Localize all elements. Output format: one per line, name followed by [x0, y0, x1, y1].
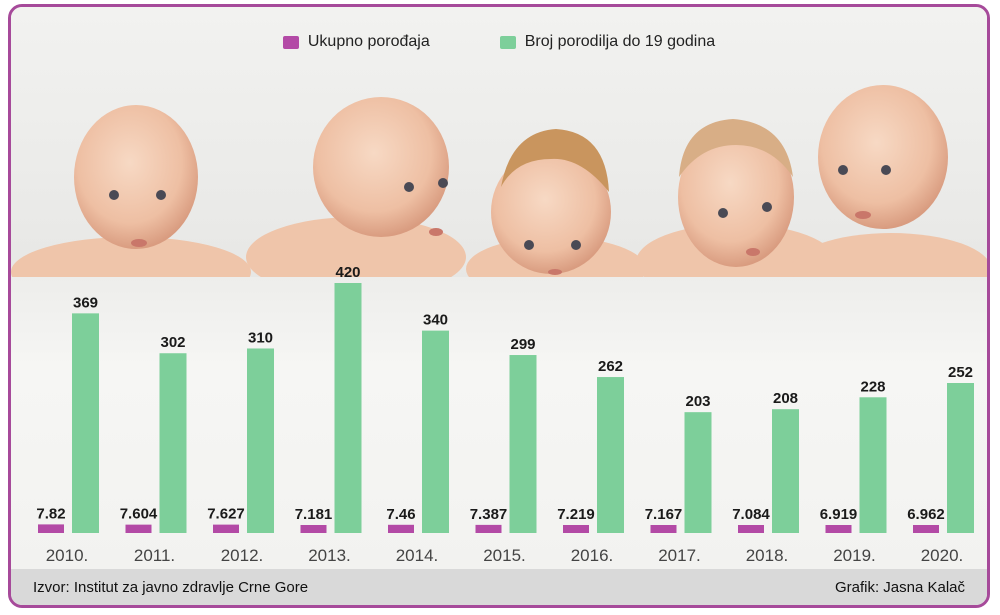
bar-series1-6 [563, 525, 589, 533]
bar-series2-8 [772, 409, 799, 533]
value-label-series1-9: 6.919 [820, 506, 858, 523]
bar-series2-7 [684, 412, 712, 533]
bar-series1-10 [913, 525, 939, 533]
category-label-2: 2012. [221, 546, 264, 565]
legend-swatch-series2 [499, 35, 516, 49]
bar-series2-0 [72, 313, 99, 533]
category-label-5: 2015. [483, 546, 526, 565]
legend-swatch-series1 [282, 35, 299, 49]
value-label-series2-3: 420 [335, 264, 360, 281]
bar-series1-9 [825, 525, 852, 533]
value-label-series1-3: 7.181 [295, 506, 333, 523]
value-label-series2-10: 252 [948, 364, 973, 381]
chart-frame: Ukupno porođaja Broj porodilja do 19 god… [8, 4, 990, 608]
value-label-series1-4: 7.46 [386, 506, 415, 523]
category-label-6: 2016. [571, 546, 614, 565]
bar-chart: 7.82 369 2010. 7.604 302 2011. 7.627 310 2012. 7.… [36, 264, 974, 565]
category-label-8: 2018. [746, 546, 789, 565]
category-label-9: 2019. [833, 546, 876, 565]
legend-item-series1: Ukupno porođaja [282, 29, 430, 55]
bar-series2-5 [509, 355, 537, 533]
category-label-0: 2010. [46, 546, 89, 565]
bar-series2-10 [947, 383, 974, 533]
value-label-series2-1: 302 [160, 334, 185, 351]
value-label-series2-9: 228 [860, 378, 885, 395]
chart-legend: Ukupno porođaja Broj porodilja do 19 god… [11, 29, 987, 55]
value-label-series1-6: 7.219 [557, 506, 595, 523]
value-label-series1-10: 6.962 [907, 506, 945, 523]
bar-series1-1 [125, 524, 152, 533]
bar-series1-2 [213, 524, 239, 533]
category-label-4: 2014. [396, 546, 439, 565]
bar-series2-1 [159, 353, 187, 533]
value-label-series2-7: 203 [685, 393, 710, 410]
bar-series1-5 [475, 524, 502, 533]
bar-series2-2 [247, 348, 274, 533]
category-label-10: 2020. [921, 546, 964, 565]
legend-label-series1: Ukupno porođaja [307, 33, 430, 50]
category-label-3: 2013. [308, 546, 351, 565]
category-label-1: 2011. [134, 546, 175, 565]
value-label-series2-2: 310 [248, 329, 273, 346]
value-label-series1-0: 7.82 [36, 505, 65, 522]
bar-series1-8 [738, 525, 764, 533]
bar-series1-3 [300, 525, 327, 533]
source-text: Izvor: Institut za javno zdravlje Crne G… [33, 578, 309, 596]
value-label-series2-6: 262 [598, 358, 623, 375]
value-label-series2-0: 369 [73, 294, 98, 311]
bar-series2-6 [597, 377, 624, 533]
bar-series1-4 [388, 524, 414, 533]
bar-series1-0 [38, 524, 64, 533]
bar-series2-4 [422, 330, 449, 533]
bar-series2-9 [859, 397, 887, 533]
value-label-series2-5: 299 [510, 336, 535, 353]
footer: Izvor: Institut za javno zdravlje Crne G… [11, 569, 987, 605]
value-label-series1-7: 7.167 [645, 506, 683, 523]
category-label-7: 2017. [658, 546, 701, 565]
bar-series2-3 [334, 283, 362, 533]
credit-text: Grafik: Jasna Kalač [834, 578, 965, 596]
value-label-series1-2: 7.627 [207, 506, 245, 523]
value-label-series2-8: 208 [773, 390, 798, 407]
value-label-series1-5: 7.387 [470, 506, 508, 523]
value-label-series1-1: 7.604 [120, 506, 158, 523]
legend-item-series2: Broj porodilja do 19 godina [499, 29, 716, 55]
legend-label-series2: Broj porodilja do 19 godina [524, 33, 716, 50]
value-label-series2-4: 340 [423, 312, 448, 329]
bar-series1-7 [650, 525, 677, 533]
value-label-series1-8: 7.084 [732, 506, 770, 523]
